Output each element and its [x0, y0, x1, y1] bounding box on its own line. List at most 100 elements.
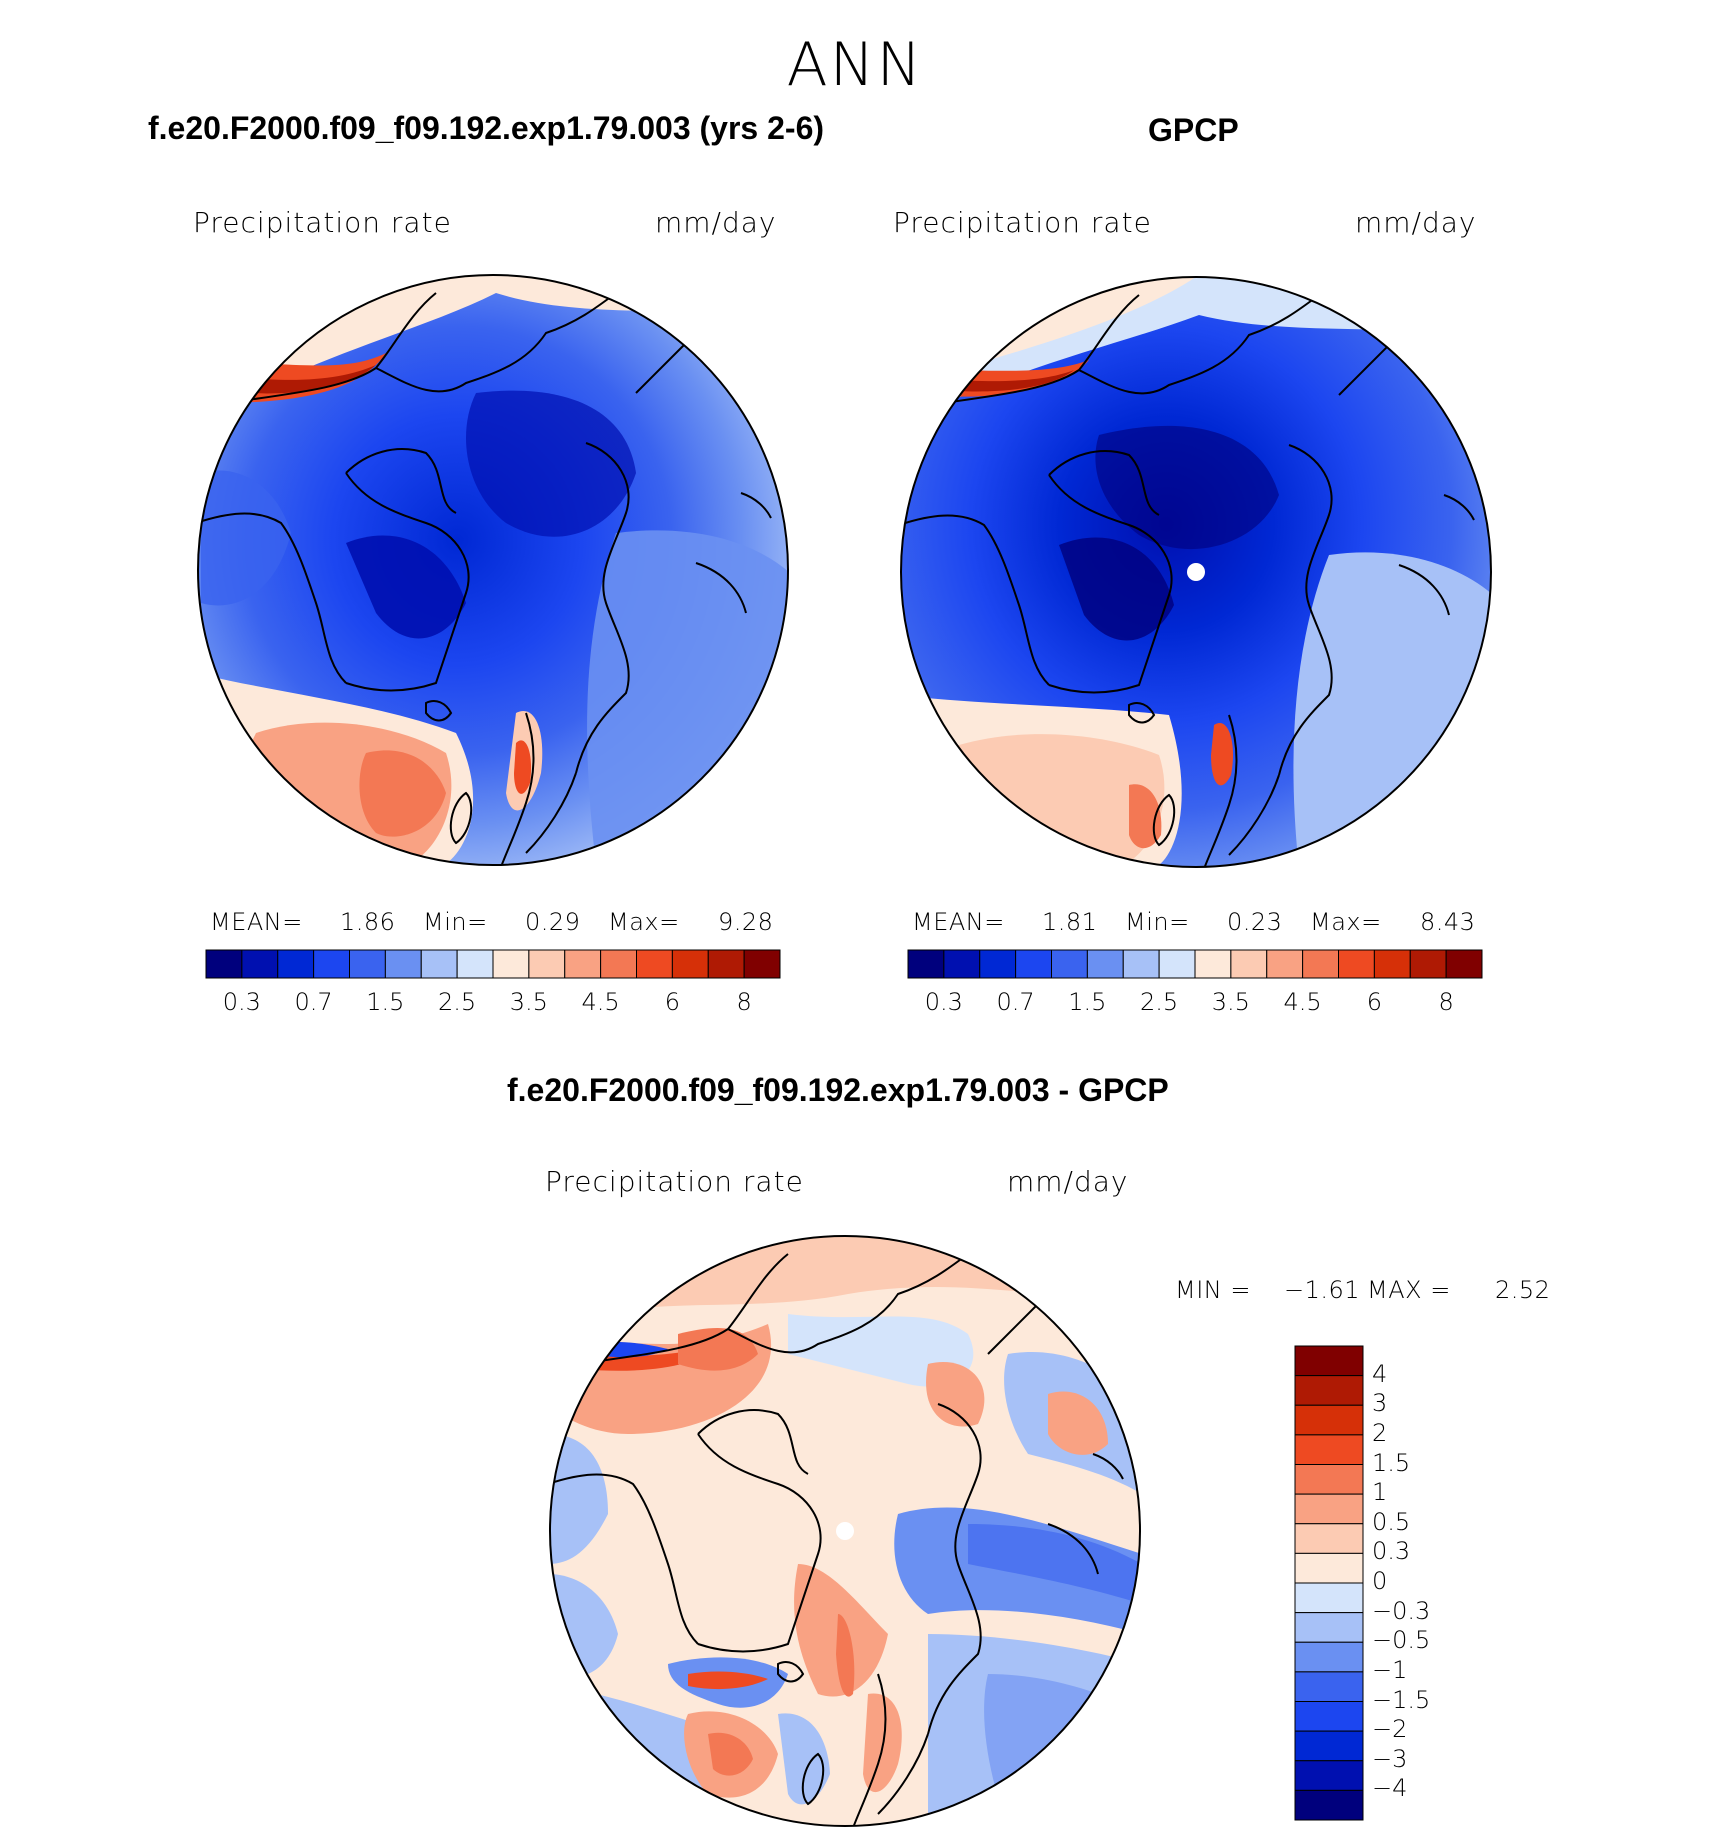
diff-min-label: MIN =: [1175, 1276, 1251, 1304]
diff-colorbar-swatch: [1294, 1789, 1364, 1821]
diff-colorbar-tick-label: 4: [1372, 1359, 1388, 1388]
diff-map: [549, 1235, 1141, 1827]
panel-1-map: [197, 274, 789, 866]
panel-2-colorbar-tick-label: 6: [1366, 988, 1383, 1016]
diff-colorbar-swatch: [1294, 1701, 1364, 1732]
panel-1-colorbar-swatch: [456, 949, 494, 979]
panel-2-colorbar-swatch: [1409, 949, 1447, 979]
panel-1-min-value: 0.29: [525, 908, 581, 936]
panel-1-title: f.e20.F2000.f09_f09.192.exp1.79.003 (yrs…: [148, 110, 825, 146]
panel-1-units: mm/day: [655, 206, 777, 239]
diff-colorbar-swatch: [1294, 1641, 1364, 1673]
panel-1-colorbar-swatch: [420, 949, 458, 979]
panel-2-colorbar-tick-label: 1.5: [1068, 988, 1107, 1016]
panel-1-colorbar-tick-label: 8: [736, 988, 752, 1016]
panel-1-variable: Precipitation rate: [193, 206, 452, 239]
panel-2-colorbar-swatch: [1266, 949, 1304, 979]
panel-1-colorbar-swatch: [313, 949, 350, 979]
panel-1-colorbar: [205, 949, 781, 979]
panel-2-colorbar-tick-label: 4.5: [1283, 988, 1322, 1016]
panel-2-colorbar-swatch: [1051, 949, 1088, 979]
diff-colorbar-swatch: [1294, 1582, 1364, 1614]
panel-2-colorbar-tick-label: 0.7: [996, 988, 1035, 1016]
panel-1-colorbar-swatch: [492, 949, 530, 979]
panel-2-colorbar-swatch: [1015, 949, 1052, 979]
diff-min-value: −1.61: [1284, 1276, 1361, 1304]
panel-2-colorbar-tick-label: 8: [1438, 988, 1454, 1016]
panel-1-min-label: Min=: [423, 908, 488, 936]
diff-colorbar-tick-label: 2: [1372, 1418, 1388, 1447]
panel-2-colorbar-swatch: [1194, 949, 1232, 979]
diff-colorbar-tick-label: 0: [1372, 1567, 1388, 1595]
diff-colorbar-tick-label: −3: [1372, 1744, 1408, 1773]
panel-2-colorbar-swatch: [1373, 949, 1411, 979]
panel-1-colorbar-tick-label: 2.5: [438, 988, 477, 1016]
panel-2-max-value: 8.43: [1420, 908, 1476, 936]
panel-1-colorbar-swatch: [528, 949, 566, 979]
diff-colorbar-swatch: [1294, 1671, 1364, 1702]
panel-2-colorbar-swatch: [1158, 949, 1196, 979]
panel-2-colorbar-swatch: [1086, 949, 1124, 979]
diff-colorbar-tick-label: 1: [1372, 1478, 1388, 1507]
panel-2-colorbar-tick-label: 2.5: [1140, 988, 1179, 1016]
diff-colorbar-swatch: [1294, 1404, 1364, 1436]
panel-1-colorbar-swatch: [241, 949, 279, 979]
panel-2-colorbar-swatch: [1302, 949, 1339, 979]
panel-2-colorbar-swatch: [979, 949, 1017, 979]
panel-2-mean-value: 1.81: [1042, 908, 1098, 936]
panel-2-colorbar-swatch: [907, 949, 945, 979]
panel-1-colorbar-swatch: [277, 949, 315, 979]
diff-colorbar-swatch: [1294, 1434, 1364, 1465]
panel-2-colorbar-swatch: [1338, 949, 1375, 979]
diff-colorbar-tick-label: −1.5: [1372, 1685, 1431, 1714]
diff-panel-title: f.e20.F2000.f09_f09.192.exp1.79.003 - GP…: [507, 1072, 1169, 1108]
panel-2-map: [900, 276, 1492, 868]
panel-2-title: GPCP: [1148, 112, 1239, 148]
panel-1-colorbar-tick-label: 3.5: [509, 988, 548, 1016]
panel-1-mean-label: MEAN=: [210, 908, 303, 936]
panel-1-max-label: Max=: [608, 908, 680, 936]
diff-colorbar-tick-label: 0.3: [1372, 1537, 1411, 1566]
panel-1-colorbar-swatch: [671, 949, 709, 979]
panel-2-mean-label: MEAN=: [912, 908, 1005, 936]
diff-colorbar-swatch: [1294, 1612, 1364, 1643]
panel-2-max-label: Max=: [1310, 908, 1382, 936]
panel-2-colorbar-tick-label: 3.5: [1211, 988, 1250, 1016]
panel-1-colorbar-swatch: [600, 949, 637, 979]
panel-1-colorbar-tick-label: 0.3: [222, 988, 261, 1016]
season-title: ANN: [786, 30, 924, 100]
diff-colorbar-tick-label: 0.5: [1372, 1507, 1411, 1536]
panel-1-colorbar-tick-label: 1.5: [366, 988, 405, 1016]
panel-1-colorbar-tick-label: 4.5: [581, 988, 620, 1016]
panel-2-colorbar-swatch: [1122, 949, 1160, 979]
diff-colorbar-tick-label: −1: [1372, 1655, 1408, 1684]
panel-1-colorbar-swatch: [743, 949, 781, 979]
diff-panel-variable: Precipitation rate: [545, 1165, 804, 1198]
panel-2-variable: Precipitation rate: [893, 206, 1152, 239]
panel-2-colorbar-swatch: [1230, 949, 1268, 979]
diff-colorbar-swatch: [1294, 1493, 1364, 1525]
diff-max-value: 2.52: [1495, 1276, 1551, 1304]
panel-2-colorbar-swatch: [943, 949, 981, 979]
panel-2-min-value: 0.23: [1227, 908, 1283, 936]
panel-1-colorbar-tick-label: 0.7: [294, 988, 333, 1016]
panel-1-colorbar-swatch: [205, 949, 243, 979]
diff-colorbar-tick-label: −4: [1372, 1774, 1408, 1803]
diff-colorbar-tick-label: −2: [1372, 1715, 1408, 1744]
panel-1-colorbar-swatch: [636, 949, 673, 979]
diff-panel-units: mm/day: [1007, 1165, 1129, 1198]
panel-2-colorbar-swatch: [1445, 949, 1483, 979]
panel-1-colorbar-swatch: [349, 949, 386, 979]
diff-colorbar-swatch: [1294, 1523, 1364, 1554]
panel-1-colorbar-swatch: [384, 949, 422, 979]
diff-colorbar-swatch: [1294, 1375, 1364, 1406]
diff-colorbar: [1294, 1345, 1364, 1821]
diff-colorbar-tick-label: 1.5: [1372, 1448, 1411, 1477]
diff-colorbar-tick-label: 3: [1372, 1389, 1388, 1418]
diff-colorbar-swatch: [1294, 1760, 1364, 1791]
diff-colorbar-swatch: [1294, 1464, 1364, 1495]
panel-2-colorbar-tick-label: 0.3: [924, 988, 963, 1016]
panel-2-min-label: Min=: [1125, 908, 1190, 936]
panel-1-colorbar-swatch: [564, 949, 602, 979]
diff-colorbar-swatch: [1294, 1552, 1364, 1584]
